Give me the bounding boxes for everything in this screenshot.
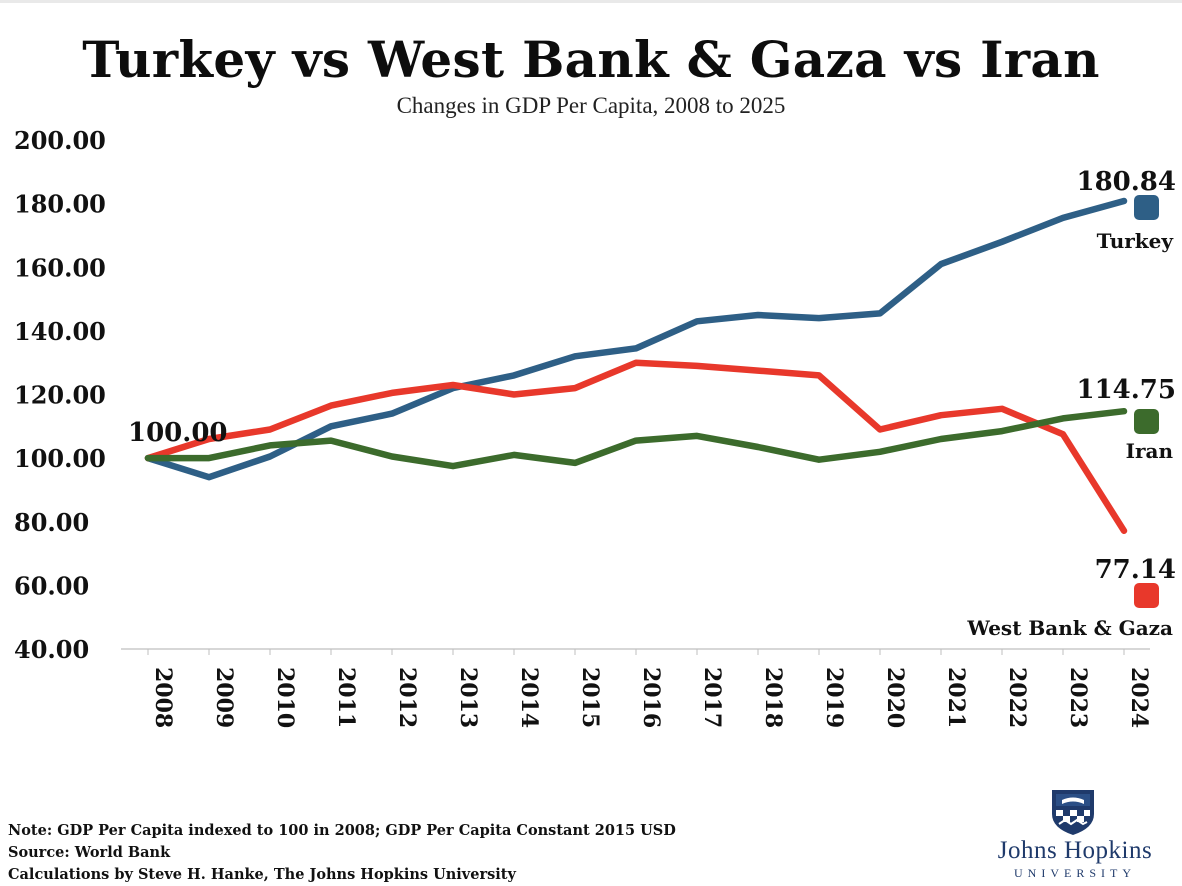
legend-label-turkey: Turkey xyxy=(1097,229,1175,253)
x-tick-label: 2021 xyxy=(943,667,969,728)
source-text: Source: World Bank xyxy=(8,844,171,861)
x-tick-label: 2017 xyxy=(699,667,725,728)
credit-text: Calculations by Steve H. Hanke, The John… xyxy=(8,866,516,883)
x-tick-label: 2014 xyxy=(516,667,542,728)
x-tick-label: 2012 xyxy=(394,667,420,728)
y-tick-label: 140.00 xyxy=(14,317,106,346)
legend-swatch-west-bank-gaza xyxy=(1134,583,1159,608)
x-tick-label: 2018 xyxy=(760,667,786,728)
series-lines xyxy=(144,197,1128,535)
x-tick-label: 2011 xyxy=(333,667,359,728)
y-tick-label: 180.00 xyxy=(14,190,106,219)
x-tick-label: 2016 xyxy=(638,667,664,728)
y-axis-tick-labels: 40.00 60.00 80.00 100.00 120.00 140.00 160.00 1… xyxy=(14,126,106,664)
y-tick-label: 60.00 xyxy=(14,571,89,600)
y-tick-label: 200.00 xyxy=(14,126,106,155)
legend-label-west-bank-gaza: West Bank & Gaza xyxy=(966,616,1173,640)
y-tick-label: 120.00 xyxy=(14,381,106,410)
logo-university: UNIVERSITY xyxy=(1014,866,1136,880)
x-tick-label: 2023 xyxy=(1065,667,1091,728)
x-tick-label: 2009 xyxy=(211,667,237,728)
series-line-turkey xyxy=(144,197,1128,481)
y-tick-label: 80.00 xyxy=(14,508,89,537)
y-tick-label: 160.00 xyxy=(14,253,106,282)
chart-title: Turkey vs West Bank & Gaza vs Iran xyxy=(82,30,1100,89)
series-line-iran xyxy=(144,407,1128,470)
johns-hopkins-logo: Johns Hopkins UNIVERSITY xyxy=(975,788,1175,883)
shield-icon xyxy=(1052,790,1094,835)
legend-label-iran: Iran xyxy=(1126,439,1174,463)
end-value-label-turkey: 180.84 xyxy=(1076,167,1176,197)
x-tick-label: 2010 xyxy=(272,667,298,728)
top-border xyxy=(0,0,1182,3)
series-line-west-bank-gaza xyxy=(144,359,1128,535)
y-tick-label: 100.00 xyxy=(14,444,106,473)
x-tick-label: 2019 xyxy=(821,667,847,728)
x-tick-label: 2013 xyxy=(455,667,481,728)
annotations: 100.00 180.84 Turkey 77.14 West Bank & Gaza 1… xyxy=(128,167,1176,640)
chart-subtitle: Changes in GDP Per Capita, 2008 to 2025 xyxy=(396,93,786,118)
x-tick-label: 2020 xyxy=(882,667,908,728)
footnote-text: Note: GDP Per Capita indexed to 100 in 2… xyxy=(8,822,676,839)
y-tick-label: 40.00 xyxy=(14,635,89,664)
end-value-label-iran: 114.75 xyxy=(1076,375,1176,405)
legend-swatch-iran xyxy=(1134,409,1159,434)
start-value-label: 100.00 xyxy=(128,418,228,448)
end-value-label-west-bank-gaza: 77.14 xyxy=(1095,555,1176,585)
x-tick-label: 2015 xyxy=(577,667,603,728)
x-tick-label: 2024 xyxy=(1126,667,1152,728)
x-tick-label: 2022 xyxy=(1004,667,1030,728)
logo-name: Johns Hopkins xyxy=(997,837,1153,864)
legend-swatch-turkey xyxy=(1134,195,1159,220)
x-axis-tick-labels: 2008 2009 2010 2011 2012 2013 2014 2015 2016 2017… xyxy=(147,649,1152,728)
x-tick-label: 2008 xyxy=(150,667,176,728)
